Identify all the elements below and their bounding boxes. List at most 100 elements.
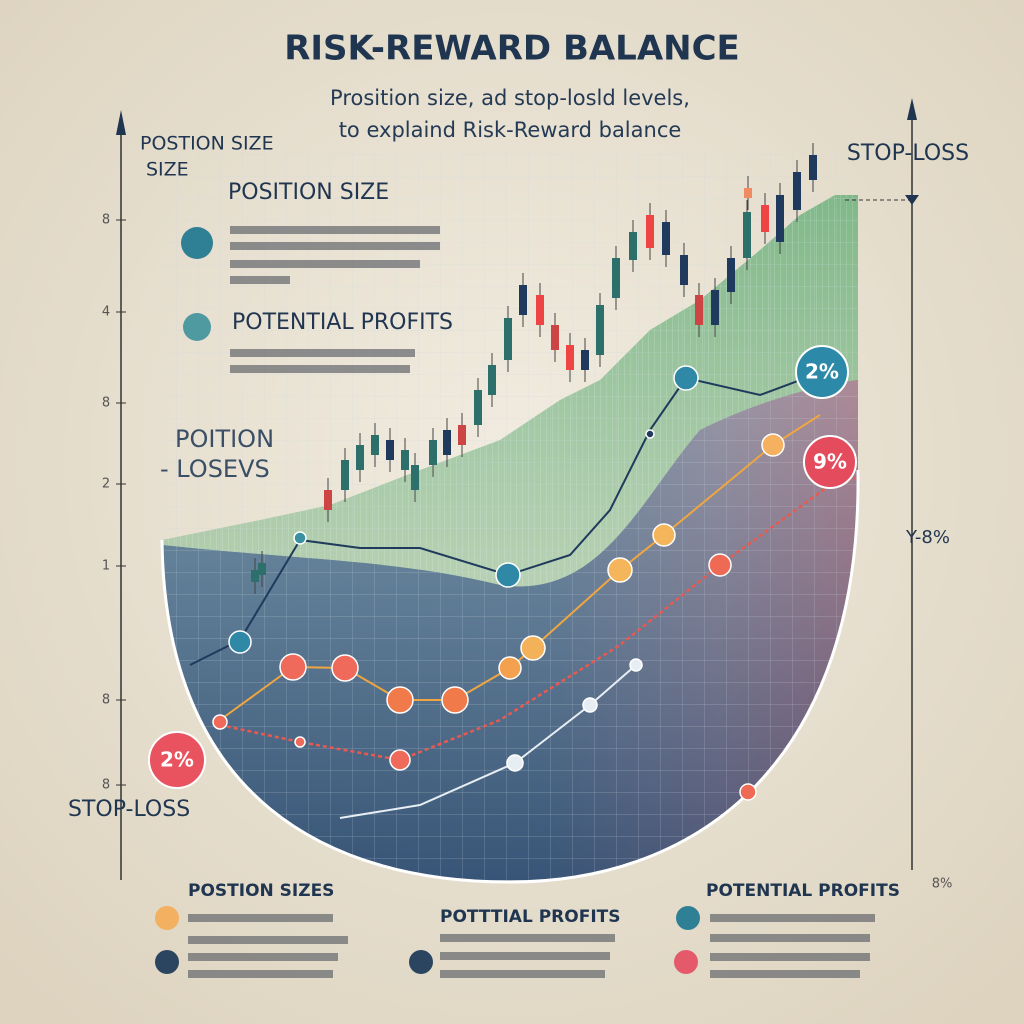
legend-dot — [676, 906, 700, 930]
subtitle: to explaind Risk-Reward balance — [339, 118, 682, 142]
candles — [251, 143, 817, 594]
tick-label: 4 — [102, 305, 110, 320]
marker — [652, 523, 676, 547]
candle — [809, 155, 817, 180]
badge — [795, 345, 849, 399]
marker — [506, 754, 524, 772]
candle — [356, 445, 364, 470]
marker — [294, 736, 306, 748]
right-label: Y-8% — [905, 527, 950, 548]
marker — [607, 557, 633, 583]
legend-title: POSTION SIZES — [188, 881, 334, 901]
tick-label: 1 — [102, 559, 110, 574]
tick-label: 8 — [102, 213, 110, 228]
marker — [761, 433, 785, 457]
tick-label: 8 — [102, 778, 110, 793]
left-arrow — [116, 110, 126, 135]
badge — [803, 435, 857, 489]
candle — [443, 430, 451, 455]
text-line — [230, 226, 440, 234]
badge-label: 9% — [813, 450, 847, 474]
marker — [645, 429, 655, 439]
text-line — [440, 934, 615, 942]
marker — [495, 562, 521, 588]
bowl-outline — [160, 469, 860, 884]
title: RISK-REWARD BALANCE — [284, 29, 740, 69]
text-line — [230, 242, 440, 250]
tick-label: 8 — [102, 693, 110, 708]
text-line — [710, 970, 860, 978]
marker — [520, 635, 546, 661]
candle — [386, 440, 394, 460]
candle — [474, 390, 482, 425]
marker — [212, 714, 228, 730]
candle — [401, 450, 409, 470]
text-line — [710, 934, 870, 942]
candle — [458, 425, 466, 445]
candle — [680, 255, 688, 285]
text-line — [188, 936, 348, 944]
text-line — [230, 349, 415, 357]
candle — [258, 563, 266, 575]
right-arrow — [907, 98, 917, 120]
candle — [793, 172, 801, 210]
callout: - LOSEVS — [160, 455, 270, 483]
callout-dot — [183, 313, 211, 341]
candle — [662, 222, 670, 255]
candle — [551, 325, 559, 350]
candle — [695, 295, 703, 325]
legend-title: POTENTIAL PROFITS — [706, 881, 900, 901]
candle — [566, 345, 574, 370]
marker — [386, 686, 414, 714]
marker — [708, 553, 732, 577]
candle — [488, 365, 496, 395]
marker — [228, 630, 252, 654]
marker — [441, 686, 469, 714]
candle — [711, 290, 719, 325]
text-line — [230, 276, 290, 284]
text-line — [440, 952, 610, 960]
callout: POTENTIAL PROFITS — [232, 310, 453, 335]
legend — [155, 906, 875, 978]
callout-dot — [181, 227, 213, 259]
callout: STOP-LOSS — [68, 797, 190, 822]
candle — [646, 215, 654, 248]
subtitle: Prosition size, ad stop-losld levels, — [330, 86, 690, 110]
legend-dot — [674, 950, 698, 974]
marker — [389, 749, 411, 771]
marker — [739, 783, 757, 801]
tick-label: 8 — [102, 396, 110, 411]
candle — [743, 212, 751, 258]
candle — [744, 188, 752, 198]
marker — [279, 653, 307, 681]
candle — [324, 490, 332, 510]
red-line — [219, 476, 856, 762]
text-line — [188, 914, 333, 922]
axis-title: SIZE — [146, 159, 189, 181]
marker — [498, 656, 522, 680]
left-ticks: 8 4 8 2 1 8 8 — [102, 213, 126, 793]
candle — [371, 435, 379, 455]
right-bottom: 8% — [932, 877, 953, 892]
legend-dot — [155, 906, 179, 930]
legend-dot — [155, 950, 179, 974]
text-line — [710, 953, 870, 961]
badge-label: 2% — [160, 748, 194, 772]
markers — [212, 365, 785, 801]
candle — [581, 350, 589, 370]
text-line — [710, 914, 875, 922]
callout: POITION — [175, 425, 274, 453]
marker — [331, 654, 359, 682]
candle — [612, 258, 620, 298]
marker — [582, 697, 598, 713]
axis-title: POSTION SIZE — [140, 133, 274, 155]
candle — [776, 195, 784, 242]
marker — [293, 531, 307, 545]
marker — [673, 365, 699, 391]
stop-marker — [905, 195, 919, 205]
candle — [727, 258, 735, 292]
text-line — [230, 260, 420, 268]
text-line — [440, 970, 605, 978]
candle — [536, 295, 544, 325]
